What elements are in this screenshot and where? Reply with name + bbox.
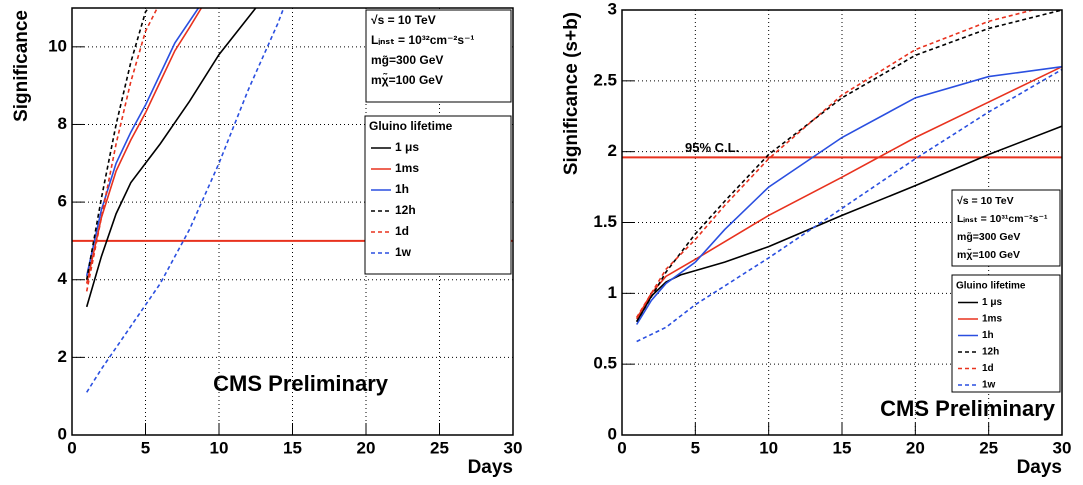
legend-box [951,274,1061,393]
info-text: Lᵢₙₛₜ = 10³¹cm⁻²s⁻¹ [957,213,1048,225]
plot-lines [85,8,285,393]
x-tick-label: 15 [833,438,852,457]
y-tick-label: 1 [608,283,617,302]
y-axis-label: Significance [11,10,32,122]
x-axis-label: Days [1017,457,1062,478]
series-line [635,125,1062,323]
series-line [85,8,203,284]
x-tick-label: 0 [617,438,626,457]
x-tick-label: 30 [1053,438,1072,457]
series-line [85,8,257,308]
y-tick-label: 4 [58,269,68,288]
y-tick-label: 3 [608,0,617,18]
y-axis-label: Significance (s+b) [561,12,582,175]
watermark: CMS Preliminary [213,371,389,396]
watermark: CMS Preliminary [880,396,1056,421]
series-line [85,8,150,280]
y-tick-label: 2.5 [593,70,617,89]
plot-frame [71,7,514,436]
info-text: mχ̃=100 GeV [957,248,1020,261]
series-line [635,10,1033,318]
y-tick-label: 6 [58,192,67,211]
x-tick-label: 30 [504,438,523,457]
series-line [85,8,200,277]
legend-label: 1d [982,363,994,374]
legend-label: 1ms [395,161,419,175]
y-tick-label: 2 [608,141,617,160]
info-box [951,189,1061,267]
legend-label: 1w [982,380,996,391]
legend-label: 12h [395,203,416,217]
legend-label: 1d [395,224,409,238]
y-tick-label: 8 [58,114,67,133]
x-tick-label: 5 [691,438,700,457]
legend-label: 1ms [982,314,1002,325]
series-line [85,8,158,292]
reference-label: 95% C.L. [685,140,739,155]
legend-label: 1h [982,330,994,341]
legend-label: 1w [395,245,412,259]
x-tick-label: 10 [759,438,778,457]
y-tick-label: 10 [48,36,67,55]
info-box [365,9,512,103]
y-tick-label: 1.5 [593,212,617,231]
x-tick-label: 25 [979,438,998,457]
info-text: Lᵢₙₛₜ = 10³²cm⁻²s⁻¹ [371,33,474,47]
x-tick-label: 15 [283,438,302,457]
y-tick-label: 0.5 [593,354,617,373]
y-tick-label: 0 [608,424,617,443]
x-tick-label: 5 [141,438,150,457]
info-text: mg̃=300 GeV [371,53,443,67]
legend-label: 1 μs [395,140,419,154]
series-line [635,65,1062,325]
x-tick-label: 25 [430,438,449,457]
legend-label: 12h [982,347,999,358]
x-tick-label: 20 [357,438,376,457]
series-line [636,68,1062,343]
legend-title: Gluino lifetime [956,281,1026,292]
series-line [86,8,285,393]
x-axis-label: Days [468,457,513,478]
plot-lines [635,10,1062,343]
x-tick-label: 20 [906,438,925,457]
legend-label: 1h [395,182,409,196]
plot-frame [621,9,1063,436]
info-text: √s = 10 TeV [371,13,436,27]
y-tick-label: 0 [58,424,67,443]
x-tick-label: 0 [67,438,76,457]
x-tick-label: 10 [210,438,229,457]
legend-title: Gluino lifetime [369,119,453,133]
legend-label: 1 μs [982,297,1002,308]
info-text: mχ̃=100 GeV [371,72,443,87]
info-text: mg̃=300 GeV [957,231,1020,243]
y-tick-label: 2 [58,347,67,366]
info-text: √s = 10 TeV [957,195,1014,207]
legend-box [364,115,512,275]
